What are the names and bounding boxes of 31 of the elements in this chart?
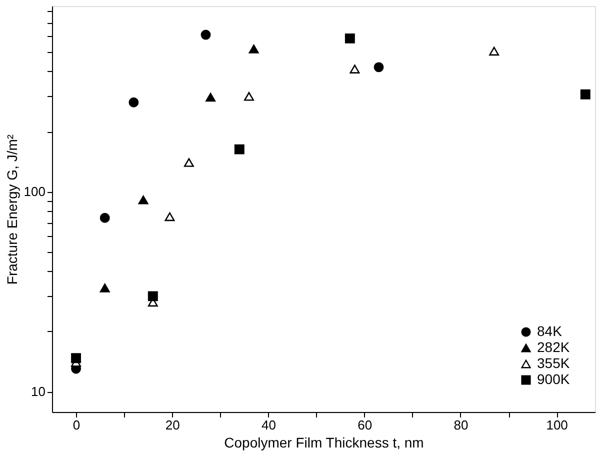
y-tick-label: 10 (31, 384, 46, 400)
point (580, 89, 590, 100)
x-tick-label: 100 (546, 418, 568, 432)
point (234, 144, 244, 154)
point (184, 158, 194, 167)
x-tick-label: 0 (72, 418, 80, 432)
legend-label: 84K (537, 323, 563, 339)
x-axis-title: Copolymer Film Thickness t, nm (224, 434, 424, 450)
point (344, 33, 355, 44)
x-tick-label: 60 (358, 418, 372, 432)
point (138, 196, 148, 204)
legend-label: 282K (537, 339, 570, 355)
x-tick-label: 20 (165, 418, 180, 432)
point (100, 212, 110, 223)
point (244, 92, 254, 101)
x-tick-label: 40 (262, 418, 276, 432)
point (128, 97, 139, 108)
point (248, 44, 259, 54)
y-axis-title: Fracture Energy G, J/m² (4, 134, 20, 285)
point (148, 291, 158, 302)
x-tick-label: 80 (454, 418, 468, 432)
legend-label: 900K (537, 371, 570, 387)
point (71, 353, 82, 364)
point (164, 212, 175, 222)
point (200, 30, 211, 40)
point (350, 64, 360, 74)
point (489, 46, 500, 56)
point (374, 62, 384, 72)
point (206, 92, 216, 102)
point (100, 284, 110, 292)
legend-label: 355K (537, 355, 570, 371)
